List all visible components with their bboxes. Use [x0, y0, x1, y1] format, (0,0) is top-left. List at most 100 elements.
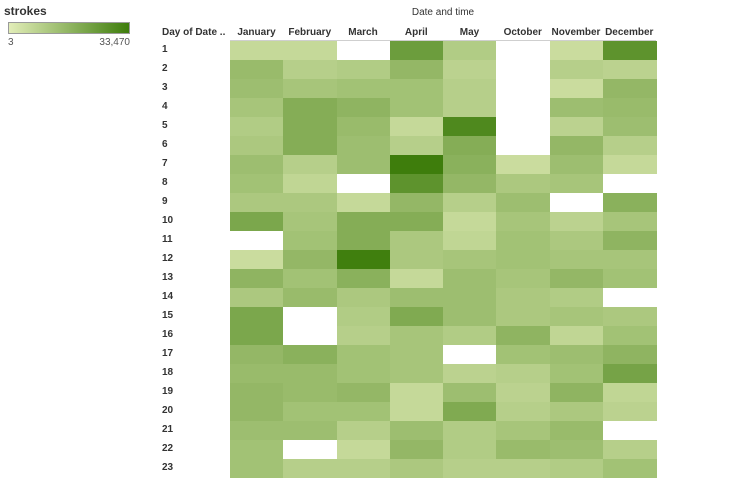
heatmap-cell-february-4[interactable]: [283, 98, 337, 117]
heatmap-cell-january-12[interactable]: [230, 250, 284, 269]
heatmap-cell-march-4[interactable]: [336, 98, 391, 117]
heatmap-cell-february-10[interactable]: [283, 212, 337, 231]
heatmap-cell-december-13[interactable]: [602, 269, 657, 288]
heatmap-cell-november-4[interactable]: [549, 98, 604, 117]
heatmap-cell-march-3[interactable]: [336, 79, 391, 98]
heatmap-cell-december-10[interactable]: [602, 212, 657, 231]
heatmap-cell-february-5[interactable]: [283, 117, 337, 136]
heatmap-cell-october-11[interactable]: [496, 231, 550, 250]
heatmap-cell-february-3[interactable]: [283, 79, 337, 98]
heatmap-cell-february-1[interactable]: [283, 41, 337, 60]
heatmap-cell-december-19[interactable]: [602, 383, 657, 402]
heatmap-cell-march-15[interactable]: [336, 307, 391, 326]
heatmap-cell-february-15[interactable]: [283, 307, 337, 326]
heatmap-cell-november-14[interactable]: [549, 288, 604, 307]
heatmap-cell-may-13[interactable]: [443, 269, 497, 288]
heatmap-cell-december-21[interactable]: [602, 421, 657, 440]
heatmap-cell-may-17[interactable]: [443, 345, 497, 364]
heatmap-cell-march-13[interactable]: [336, 269, 391, 288]
heatmap-cell-january-22[interactable]: [230, 440, 284, 459]
heatmap-cell-february-13[interactable]: [283, 269, 337, 288]
heatmap-cell-march-6[interactable]: [336, 136, 391, 155]
heatmap-cell-january-2[interactable]: [230, 60, 284, 79]
heatmap-cell-january-19[interactable]: [230, 383, 284, 402]
heatmap-cell-february-12[interactable]: [283, 250, 337, 269]
heatmap-cell-october-4[interactable]: [496, 98, 550, 117]
heatmap-cell-april-14[interactable]: [389, 288, 444, 307]
heatmap-cell-february-17[interactable]: [283, 345, 337, 364]
heatmap-cell-february-20[interactable]: [283, 402, 337, 421]
heatmap-cell-november-23[interactable]: [549, 459, 604, 478]
heatmap-cell-april-1[interactable]: [389, 41, 444, 60]
heatmap-cell-january-8[interactable]: [230, 174, 284, 193]
heatmap-cell-march-12[interactable]: [336, 250, 391, 269]
heatmap-cell-february-6[interactable]: [283, 136, 337, 155]
heatmap-cell-april-2[interactable]: [389, 60, 444, 79]
heatmap-cell-march-11[interactable]: [336, 231, 391, 250]
heatmap-cell-october-22[interactable]: [496, 440, 550, 459]
heatmap-cell-march-5[interactable]: [336, 117, 391, 136]
heatmap-cell-october-7[interactable]: [496, 155, 550, 174]
heatmap-cell-november-8[interactable]: [549, 174, 604, 193]
heatmap-cell-february-7[interactable]: [283, 155, 337, 174]
heatmap-cell-february-8[interactable]: [283, 174, 337, 193]
heatmap-cell-december-9[interactable]: [602, 193, 657, 212]
heatmap-cell-october-14[interactable]: [496, 288, 550, 307]
heatmap-cell-february-9[interactable]: [283, 193, 337, 212]
heatmap-cell-january-1[interactable]: [230, 41, 284, 60]
heatmap-cell-may-14[interactable]: [443, 288, 497, 307]
heatmap-cell-january-21[interactable]: [230, 421, 284, 440]
heatmap-cell-november-18[interactable]: [549, 364, 604, 383]
heatmap-cell-january-20[interactable]: [230, 402, 284, 421]
heatmap-cell-october-10[interactable]: [496, 212, 550, 231]
heatmap-cell-october-19[interactable]: [496, 383, 550, 402]
heatmap-cell-may-10[interactable]: [443, 212, 497, 231]
heatmap-cell-february-19[interactable]: [283, 383, 337, 402]
heatmap-cell-april-3[interactable]: [389, 79, 444, 98]
heatmap-cell-october-6[interactable]: [496, 136, 550, 155]
heatmap-cell-january-13[interactable]: [230, 269, 284, 288]
heatmap-cell-november-17[interactable]: [549, 345, 604, 364]
heatmap-cell-november-6[interactable]: [549, 136, 604, 155]
heatmap-cell-october-18[interactable]: [496, 364, 550, 383]
heatmap-cell-february-16[interactable]: [283, 326, 337, 345]
heatmap-cell-may-21[interactable]: [443, 421, 497, 440]
heatmap-cell-may-2[interactable]: [443, 60, 497, 79]
heatmap-cell-december-8[interactable]: [602, 174, 657, 193]
heatmap-cell-february-11[interactable]: [283, 231, 337, 250]
heatmap-cell-may-12[interactable]: [443, 250, 497, 269]
heatmap-cell-may-23[interactable]: [443, 459, 497, 478]
heatmap-cell-january-9[interactable]: [230, 193, 284, 212]
heatmap-cell-may-11[interactable]: [443, 231, 497, 250]
heatmap-cell-may-1[interactable]: [443, 41, 497, 60]
heatmap-cell-october-1[interactable]: [496, 41, 550, 60]
heatmap-cell-october-5[interactable]: [496, 117, 550, 136]
heatmap-cell-april-10[interactable]: [389, 212, 444, 231]
heatmap-cell-november-22[interactable]: [549, 440, 604, 459]
heatmap-cell-november-21[interactable]: [549, 421, 604, 440]
heatmap-cell-january-11[interactable]: [230, 231, 284, 250]
heatmap-cell-january-3[interactable]: [230, 79, 284, 98]
heatmap-cell-november-20[interactable]: [549, 402, 604, 421]
heatmap-cell-october-12[interactable]: [496, 250, 550, 269]
heatmap-cell-december-3[interactable]: [602, 79, 657, 98]
heatmap-cell-december-7[interactable]: [602, 155, 657, 174]
heatmap-cell-november-2[interactable]: [549, 60, 604, 79]
heatmap-cell-april-11[interactable]: [389, 231, 444, 250]
heatmap-cell-november-11[interactable]: [549, 231, 604, 250]
heatmap-cell-december-1[interactable]: [602, 41, 657, 60]
heatmap-cell-december-12[interactable]: [602, 250, 657, 269]
heatmap-cell-april-21[interactable]: [389, 421, 444, 440]
heatmap-cell-march-1[interactable]: [336, 41, 391, 60]
heatmap-cell-april-16[interactable]: [389, 326, 444, 345]
heatmap-cell-november-10[interactable]: [549, 212, 604, 231]
heatmap-cell-october-9[interactable]: [496, 193, 550, 212]
heatmap-cell-january-7[interactable]: [230, 155, 284, 174]
heatmap-cell-october-16[interactable]: [496, 326, 550, 345]
heatmap-cell-march-17[interactable]: [336, 345, 391, 364]
heatmap-cell-march-22[interactable]: [336, 440, 391, 459]
heatmap-cell-april-9[interactable]: [389, 193, 444, 212]
heatmap-cell-november-15[interactable]: [549, 307, 604, 326]
heatmap-cell-may-5[interactable]: [443, 117, 497, 136]
heatmap-cell-november-9[interactable]: [549, 193, 604, 212]
